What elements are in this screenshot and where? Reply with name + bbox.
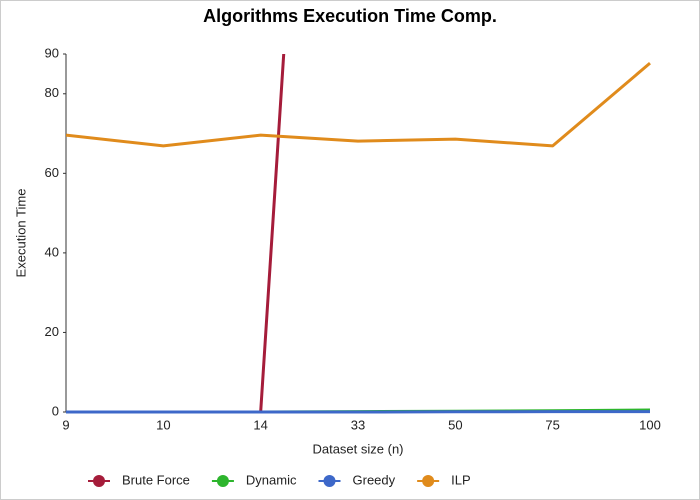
y-axis-label: Execution Time <box>13 189 28 278</box>
legend-marker <box>93 475 105 487</box>
x-tick-label: 75 <box>545 417 559 432</box>
y-tick-label: 90 <box>45 45 59 60</box>
legend-marker <box>216 475 229 487</box>
y-tick-label: 60 <box>45 165 59 180</box>
legend-label: Brute Force <box>122 472 190 487</box>
y-tick-label: 20 <box>45 324 59 339</box>
x-tick-label: 14 <box>253 417 267 432</box>
legend-label: Greedy <box>353 472 396 487</box>
legend-marker <box>422 475 435 487</box>
y-tick-label: 40 <box>45 244 59 259</box>
y-tick-label: 80 <box>45 85 59 100</box>
legend-label: ILP <box>451 472 471 487</box>
x-tick-label: 50 <box>448 417 462 432</box>
legend-label: Dynamic <box>246 472 297 487</box>
x-tick-label: 9 <box>62 417 69 432</box>
plot-area <box>66 54 651 414</box>
chart-title: Algorithms Execution Time Comp. <box>203 6 497 26</box>
x-tick-label: 100 <box>639 417 661 432</box>
x-tick-label: 10 <box>156 417 170 432</box>
x-axis-label: Dataset size (n) <box>312 441 403 456</box>
x-tick-label: 33 <box>351 417 365 432</box>
legend-marker <box>323 475 336 487</box>
y-tick-label: 0 <box>52 403 59 418</box>
series-line <box>66 62 651 148</box>
